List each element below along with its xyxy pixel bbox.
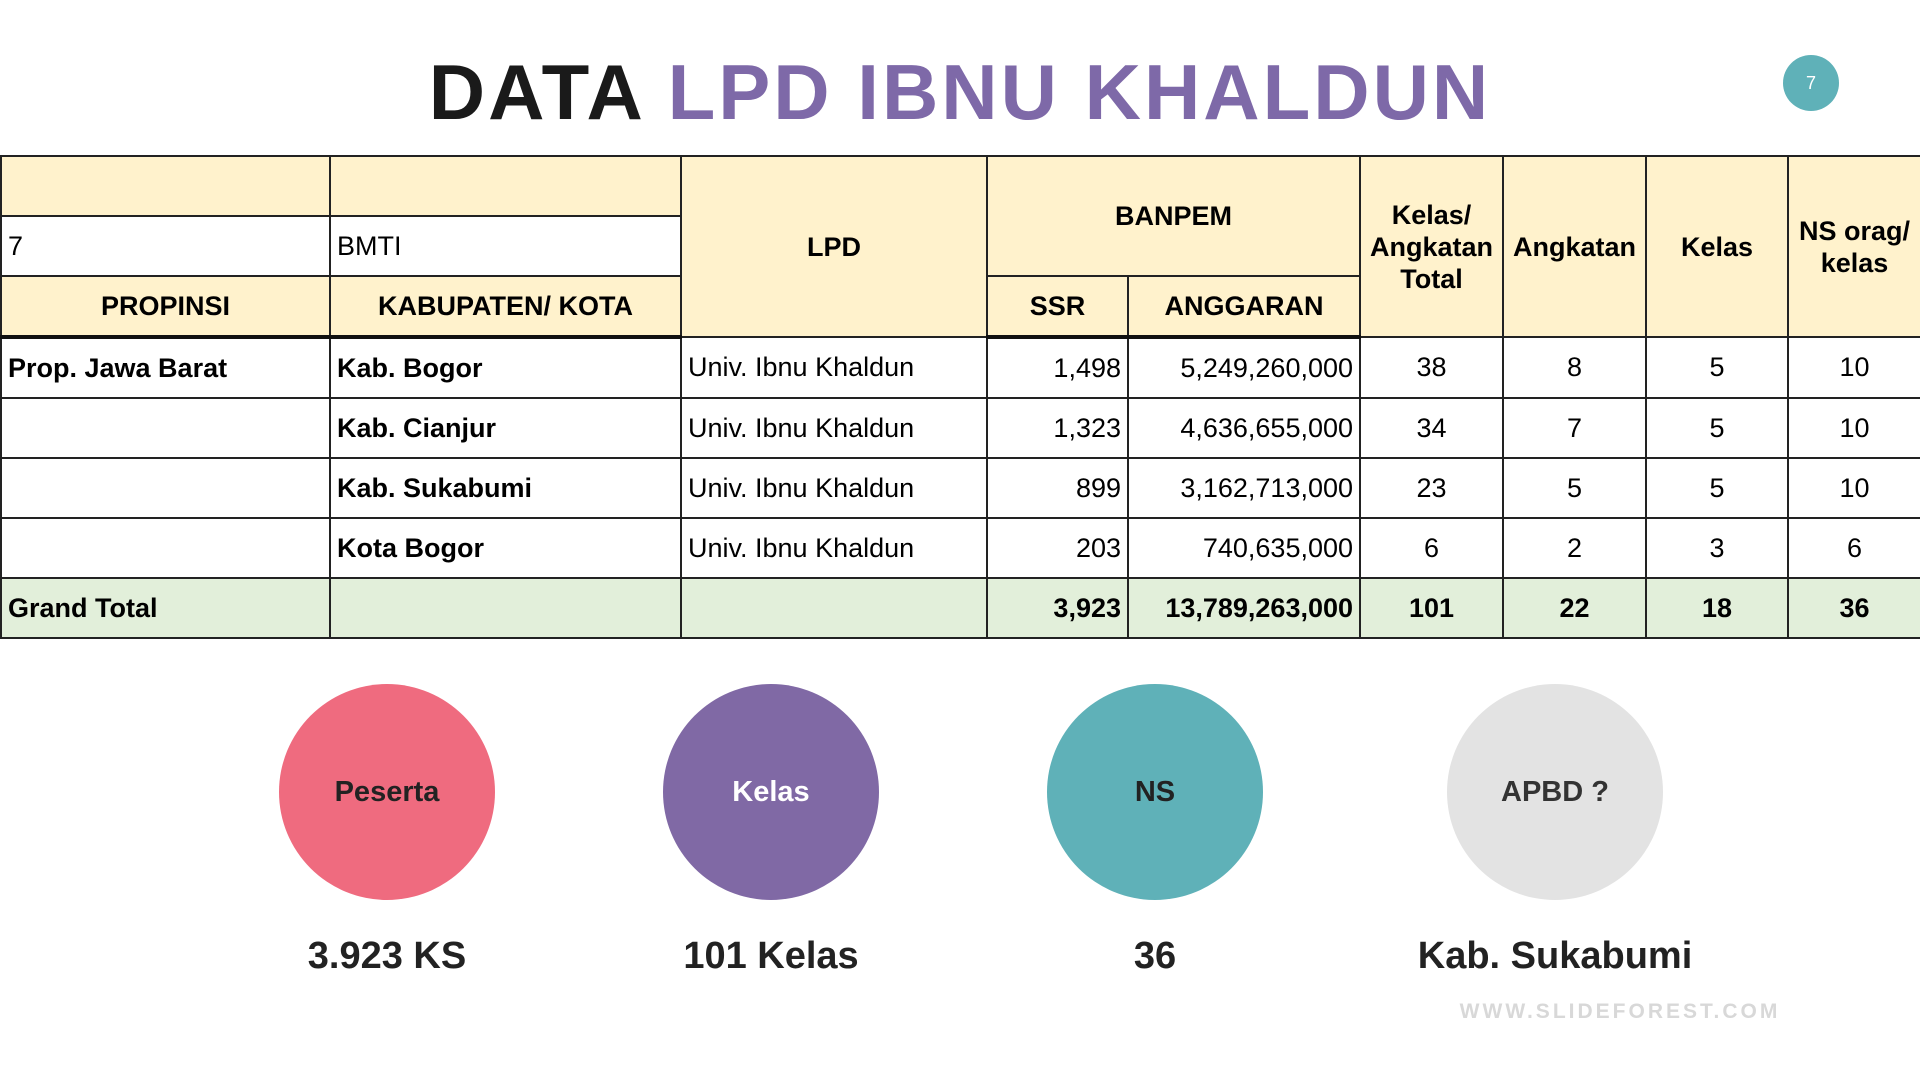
table-cell: Univ. Ibnu Khaldun: [680, 397, 988, 459]
table-cell: 203: [986, 517, 1129, 579]
header-cell: NS orag/ kelas: [1787, 155, 1920, 338]
summary-circle: Kelas: [663, 684, 879, 900]
table-cell: 5: [1502, 457, 1648, 519]
table-cell: 38: [1359, 336, 1505, 399]
table-cell: 18: [1645, 577, 1790, 639]
table-row: Kota Bogor Univ. Ibnu Khaldun 203 740,635,0…: [0, 517, 1920, 579]
header-cell: SSR: [986, 275, 1129, 339]
table-row: Grand Total 3,923 13,789,263,000 101 22 18 36: [0, 577, 1920, 639]
table-cell: [680, 577, 988, 639]
header-cell: [0, 155, 331, 217]
table-cell: 899: [986, 457, 1129, 519]
table-cell: 3,162,713,000: [1126, 457, 1362, 519]
table-cell: 13,789,263,000: [1126, 577, 1362, 639]
table-row: Prop. Jawa Barat Kab. Bogor Univ. Ibnu Kha…: [0, 336, 1920, 399]
table-cell: 23: [1359, 457, 1505, 519]
table-cell: 5: [1645, 336, 1790, 399]
watermark: WWW.SLIDEFOREST.COM: [1459, 1000, 1781, 1023]
header-cell: ANGGARAN: [1126, 275, 1362, 339]
header-cell: BANPEM: [985, 155, 1362, 277]
summary-caption: Kab. Sukabumi: [1417, 935, 1693, 977]
table-cell: 5,249,260,000: [1126, 336, 1362, 399]
table-cell: 1,323: [986, 397, 1129, 459]
table-cell: Univ. Ibnu Khaldun: [680, 517, 988, 579]
table-cell: [0, 397, 331, 459]
table-cell: 3: [1645, 517, 1790, 579]
table-cell: 2: [1502, 517, 1648, 579]
table-cell: 10: [1787, 457, 1920, 519]
header-cell: PROPINSI: [0, 275, 331, 339]
summary-circle: NS: [1047, 684, 1263, 900]
header-cell: KABUPATEN/ KOTA: [329, 275, 682, 339]
header-cell: LPD: [680, 155, 988, 338]
table-cell: Grand Total: [0, 577, 331, 639]
table-cell: Kab. Bogor: [329, 336, 682, 399]
table-row: Kab. Cianjur Univ. Ibnu Khaldun 1,323 4,636…: [0, 397, 1920, 459]
data-table: LPD BANPEM Kelas/ Angkatan Total Angkata…: [0, 155, 1920, 639]
summary-circle: APBD ?: [1447, 684, 1663, 900]
title-accent: LPD IBNU KHALDUN: [667, 48, 1492, 136]
table-cell: 5: [1645, 457, 1790, 519]
header-cell: Angkatan: [1502, 155, 1648, 338]
table-cell: [0, 457, 331, 519]
header-cell: BMTI: [329, 215, 682, 277]
table-cell: 22: [1502, 577, 1648, 639]
table-cell: 8: [1502, 336, 1648, 399]
page-number: 7: [1783, 55, 1839, 111]
table-cell: 10: [1787, 336, 1920, 399]
header-cell: [329, 155, 682, 217]
table-cell: 6: [1787, 517, 1920, 579]
table-cell: 34: [1359, 397, 1505, 459]
table-cell: Kota Bogor: [329, 517, 682, 579]
title: DATA LPD IBNU KHALDUN: [0, 50, 1920, 134]
table-cell: 36: [1787, 577, 1920, 639]
header-cell: 7: [0, 215, 331, 277]
table-row: Kab. Sukabumi Univ. Ibnu Khaldun 899 3,162,…: [0, 457, 1920, 519]
table-cell: 740,635,000: [1126, 517, 1362, 579]
table-cell: Kab. Sukabumi: [329, 457, 682, 519]
table-cell: 101: [1359, 577, 1505, 639]
table-cell: Univ. Ibnu Khaldun: [680, 336, 988, 399]
table-cell: Prop. Jawa Barat: [0, 336, 331, 399]
header-cell: Kelas: [1645, 155, 1790, 338]
table-body: Prop. Jawa Barat Kab. Bogor Univ. Ibnu Kha…: [0, 336, 1920, 639]
table-cell: [329, 577, 682, 639]
table-cell: 10: [1787, 397, 1920, 459]
summary-circle: Peserta: [279, 684, 495, 900]
table-cell: 5: [1645, 397, 1790, 459]
title-dark: DATA: [428, 48, 643, 136]
summary-caption: 3.923 KS: [307, 935, 467, 977]
table-cell: 6: [1359, 517, 1505, 579]
header-cell: Kelas/ Angkatan Total: [1359, 155, 1505, 338]
table-cell: 7: [1502, 397, 1648, 459]
summary-caption: 101 Kelas: [683, 935, 859, 977]
table-cell: 4,636,655,000: [1126, 397, 1362, 459]
summary-caption: 36: [1133, 935, 1177, 977]
table-cell: Kab. Cianjur: [329, 397, 682, 459]
table-cell: 1,498: [986, 336, 1129, 399]
table-cell: 3,923: [986, 577, 1129, 639]
table-cell: Univ. Ibnu Khaldun: [680, 457, 988, 519]
table-cell: [0, 517, 331, 579]
